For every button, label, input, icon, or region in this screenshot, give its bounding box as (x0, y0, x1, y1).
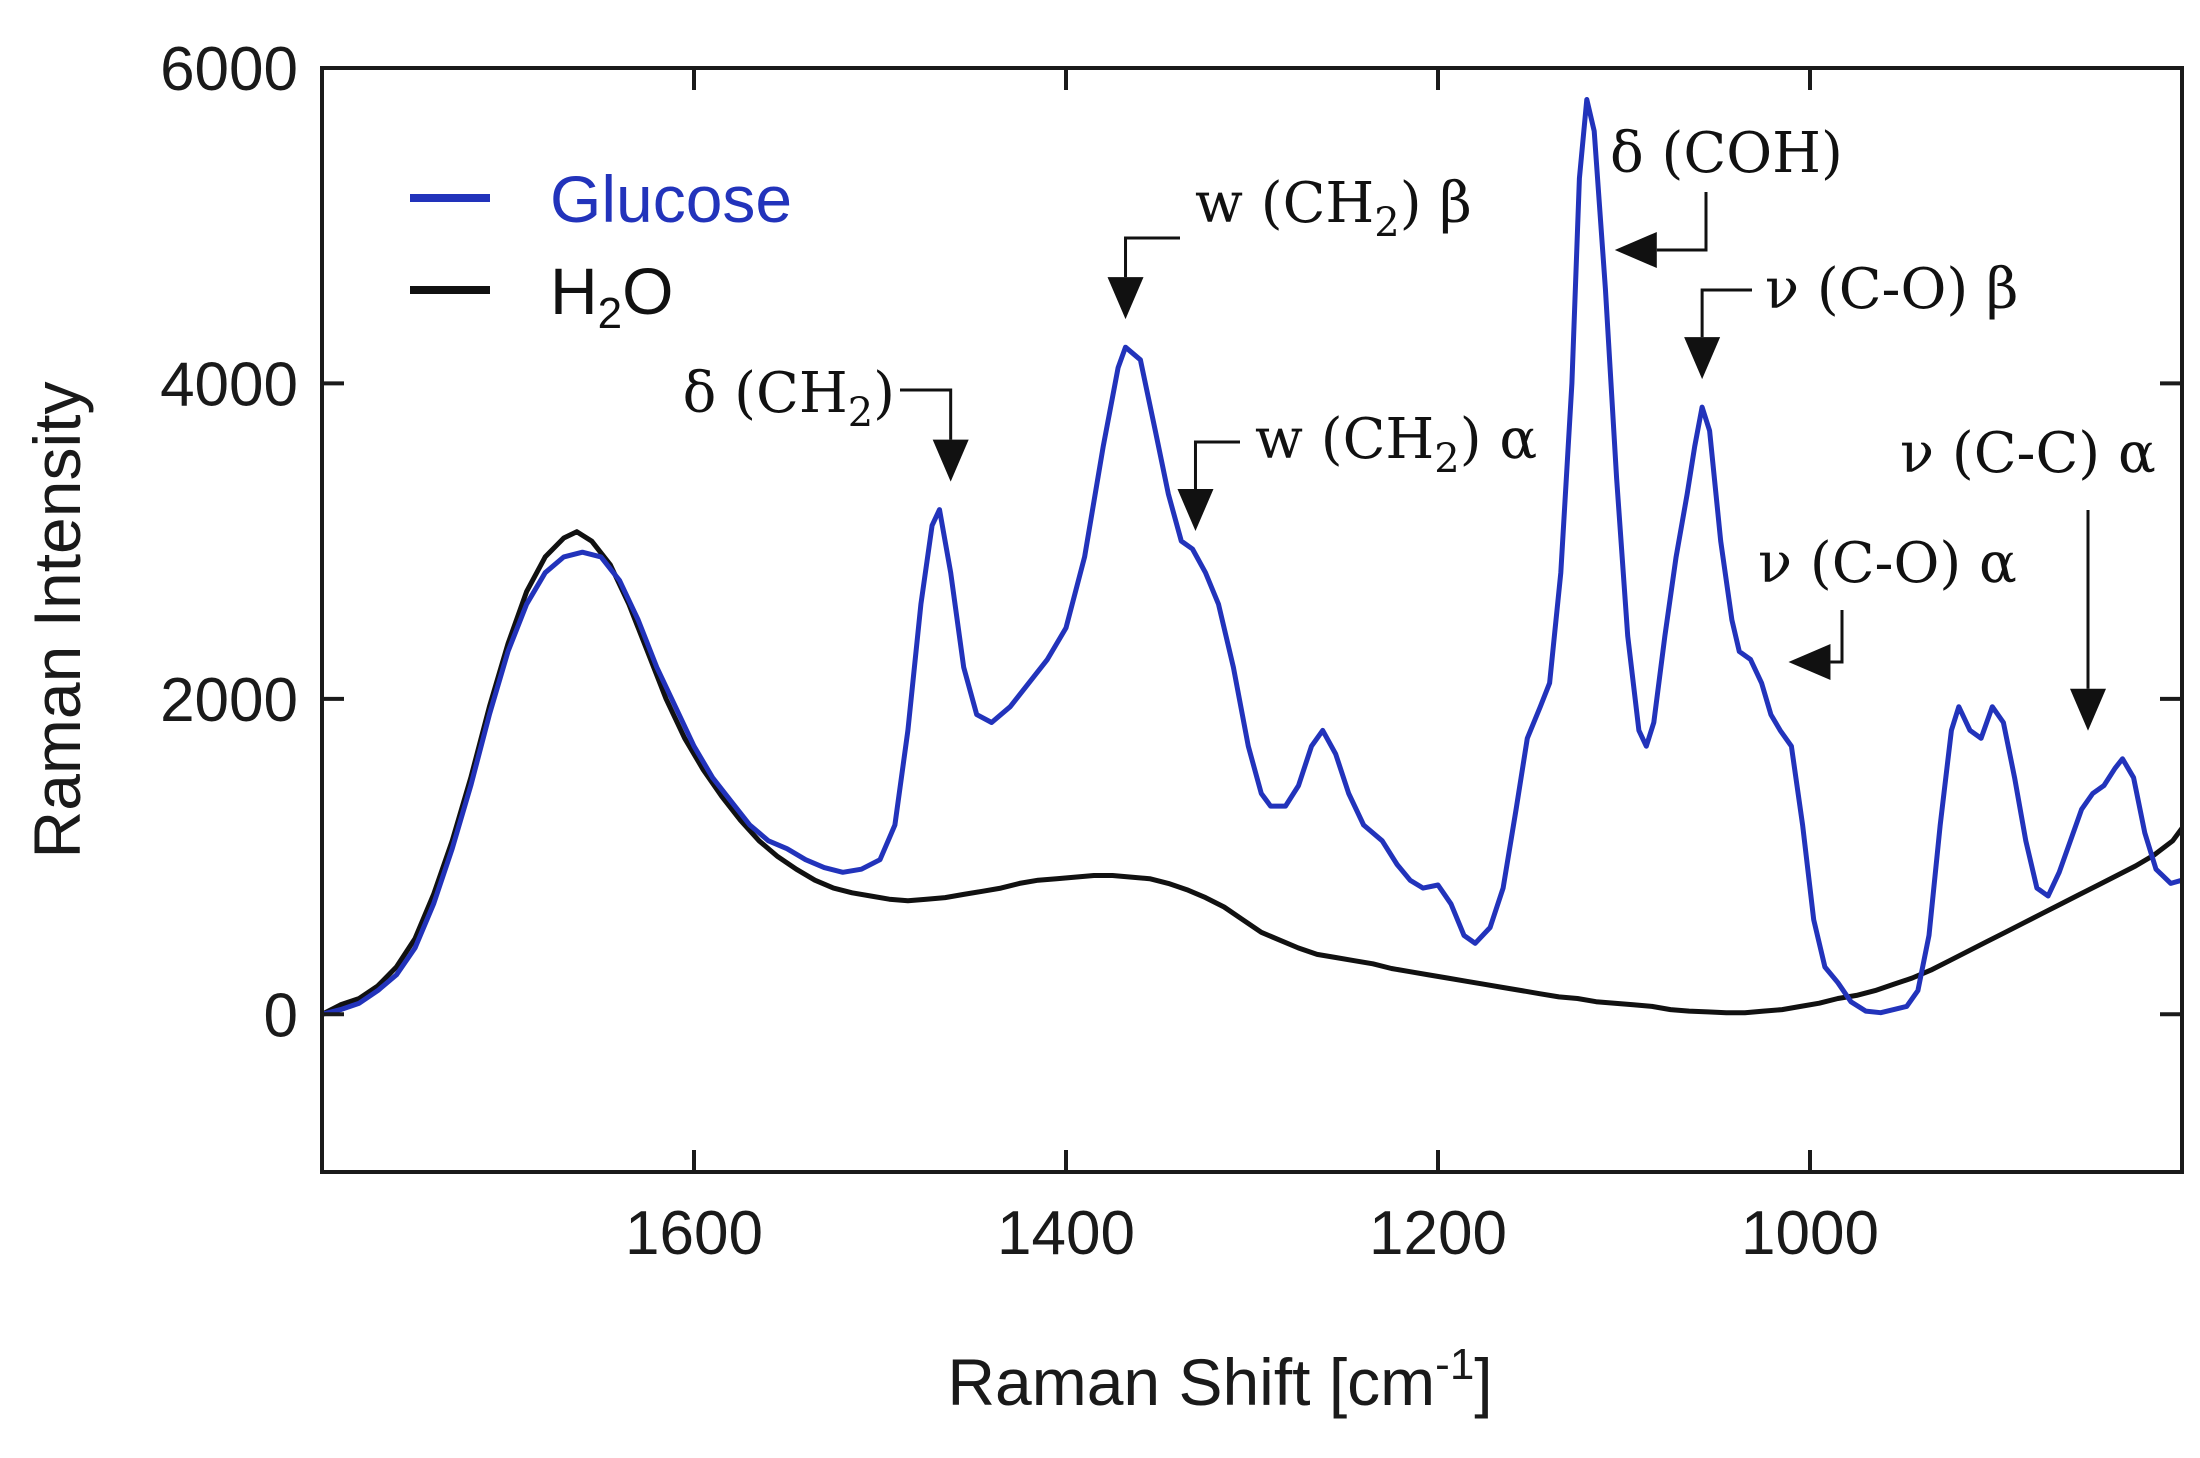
x-tick-label: 1000 (1741, 1199, 1879, 1268)
legend-label-h2o: H2O (550, 254, 674, 338)
annotation-label-main: δ (COH) (1610, 121, 1843, 186)
x-axis-title: Raman Shift [cm-1] (947, 1340, 1492, 1419)
annotation-label-main: ν (C-O) β (1765, 257, 2018, 322)
axis-layer: 1600 1400 1200 1000 0 2000 4000 6000 (160, 35, 2184, 1268)
annotation-label: ν (C-O) α (1758, 531, 2017, 596)
annotation-leader (1700, 288, 1752, 338)
annotation-0: δ (CH2) (683, 361, 969, 482)
annotation-arrowhead (1788, 644, 1831, 680)
annotation-label: w (CH2) β (1195, 171, 1472, 246)
annotation-3: δ (COH) (1610, 121, 1843, 268)
annotation-label: δ (CH2) (683, 361, 895, 436)
annotation-label-post: ) β (1400, 171, 1472, 236)
legend-label-glucose: Glucose (550, 162, 792, 236)
annotation-label-sub: 2 (1374, 200, 1399, 246)
plot-area (322, 68, 2182, 1172)
annotation-2: w (CH2) α (1177, 407, 1537, 532)
legend: Glucose H2O (410, 162, 792, 338)
annotation-arrowhead (1684, 337, 1721, 380)
annotation-1: w (CH2) β (1107, 171, 1472, 320)
plot-frame (320, 66, 2184, 1174)
annotation-label-main: ν (C-C) α (1900, 421, 2156, 486)
annotation-label: w (CH2) α (1255, 407, 1537, 482)
annotation-leader (900, 388, 953, 440)
annotation-leader (1656, 192, 1708, 252)
annotation-leader (1193, 440, 1240, 490)
y-tick-label: 4000 (160, 350, 298, 419)
annotation-arrowhead (2070, 688, 2106, 731)
y-tick-label: 2000 (160, 666, 298, 735)
annotation-5: ν (C-O) α (1758, 531, 2017, 680)
annotation-label-main: δ (CH (683, 361, 848, 426)
annotation-label: ν (C-C) α (1900, 421, 2156, 486)
x-axis-title-sup: -1 (1435, 1340, 1474, 1389)
plot-background (322, 68, 2182, 1172)
annotation-label: δ (COH) (1610, 121, 1843, 186)
x-tick-label: 1600 (625, 1199, 763, 1268)
annotation-label-post: ) α (1460, 407, 1537, 472)
annotation-label-sub: 2 (848, 390, 873, 436)
y-tick-label: 0 (264, 981, 298, 1050)
annotation-leader (1830, 610, 1844, 664)
legend-label-h2o-o: O (622, 254, 673, 328)
annotation-4: ν (C-O) β (1684, 257, 2018, 380)
y-axis-title: Raman Intensity (20, 382, 94, 859)
annotation-layer: δ (CH2)w (CH2) βw (CH2) αδ (COH)ν (C-O) … (683, 121, 2156, 731)
legend-label-h2o-sub: 2 (598, 289, 622, 338)
annotation-label-main: ν (C-O) α (1758, 531, 2017, 596)
annotation-label-post: ) (873, 361, 895, 426)
x-tick-label: 1400 (997, 1199, 1135, 1268)
annotation-6: ν (C-C) α (1900, 421, 2156, 731)
annotation-label-main: w (CH (1195, 171, 1374, 236)
annotation-label-sub: 2 (1434, 436, 1459, 482)
x-axis-title-close: ] (1474, 1345, 1492, 1419)
legend-label-h2o-h: H (550, 254, 598, 328)
x-axis-title-main: Raman Shift [cm (947, 1345, 1435, 1419)
annotation-label: ν (C-O) β (1765, 257, 2018, 322)
y-tick-label: 6000 (160, 35, 298, 104)
x-tick-label: 1200 (1369, 1199, 1507, 1268)
annotation-arrowhead (1614, 232, 1657, 268)
annotation-leader (1124, 236, 1180, 278)
annotation-label-main: w (CH (1255, 407, 1434, 472)
series-line-glucose (321, 97, 2183, 1017)
annotation-arrowhead (1107, 277, 1144, 320)
annotation-arrowhead (932, 439, 969, 482)
series-layer (320, 97, 2185, 1017)
annotation-arrowhead (1177, 489, 1214, 532)
